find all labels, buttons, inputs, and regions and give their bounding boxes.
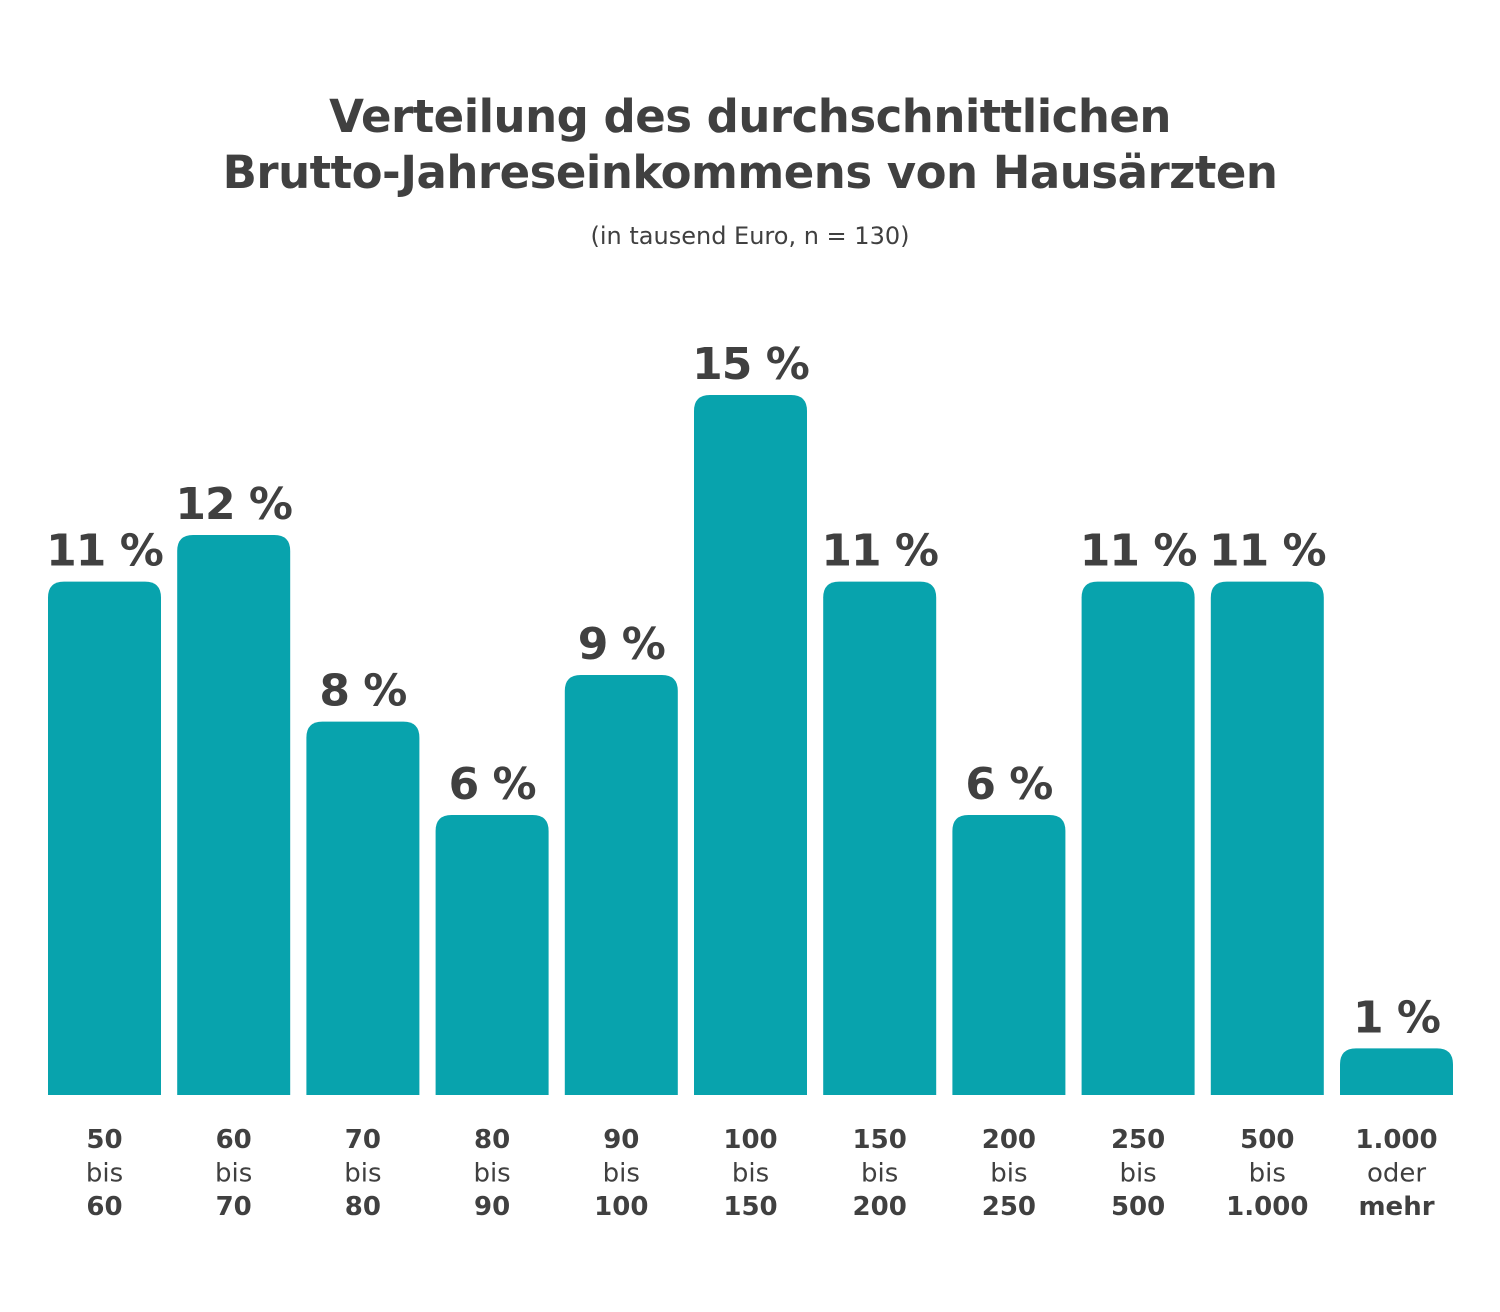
category-label: 1.000 [1355,1125,1437,1155]
category-label: 100 [723,1125,777,1155]
bar [823,581,937,1095]
category-label: bis [1119,1159,1156,1189]
bar [435,815,549,1095]
category-label: bis [603,1159,640,1189]
value-label: 6 % [965,759,1052,810]
category-label: 80 [345,1192,381,1222]
category-label: bis [732,1159,769,1189]
category-label: 150 [853,1125,907,1155]
value-label: 1 % [1353,992,1440,1043]
bar [952,815,1066,1095]
bar [48,581,161,1095]
category-label: 60 [216,1125,252,1155]
bar [1210,581,1324,1095]
category-label: 60 [86,1192,122,1222]
bar [1340,1048,1453,1095]
category-label: 200 [982,1125,1036,1155]
category-label: 90 [603,1125,639,1155]
category-label: 70 [216,1192,252,1222]
category-label: bis [344,1159,381,1189]
category-label: 1.000 [1226,1192,1308,1222]
value-label: 11 % [821,526,938,577]
category-label: 250 [982,1192,1036,1222]
category-label: bis [215,1159,252,1189]
value-label: 11 % [46,526,163,577]
value-label: 6 % [449,759,536,810]
bar [306,721,420,1095]
bar [564,675,678,1095]
category-label: 50 [86,1125,122,1155]
value-label: 8 % [319,666,406,717]
value-label: 11 % [1080,526,1197,577]
category-label: bis [990,1159,1027,1189]
category-label: bis [86,1159,123,1189]
category-label: 80 [474,1125,510,1155]
category-label: 100 [594,1192,648,1222]
category-label: 500 [1240,1125,1294,1155]
chart-title-line-1: Verteilung des durchschnittlichen [329,90,1171,143]
category-label: mehr [1358,1192,1434,1222]
value-label: 9 % [578,619,665,670]
category-label: bis [473,1159,510,1189]
bar [1081,581,1195,1095]
category-label: 200 [853,1192,907,1222]
value-label: 11 % [1209,526,1326,577]
category-label: 70 [345,1125,381,1155]
chart-subtitle: (in tausend Euro, n = 130) [590,222,910,250]
bar [694,395,807,1095]
bar [177,535,291,1095]
category-label: 90 [474,1192,510,1222]
category-label: 150 [723,1192,777,1222]
category-label: 500 [1111,1192,1165,1222]
category-label: 250 [1111,1125,1165,1155]
category-label: bis [1249,1159,1286,1189]
value-label: 15 % [692,339,809,390]
chart-title-line-2: Brutto-Jahreseinkommens von Hausärzten [222,146,1278,199]
category-label: oder [1367,1159,1426,1189]
category-label: bis [861,1159,898,1189]
value-label: 12 % [175,479,292,530]
